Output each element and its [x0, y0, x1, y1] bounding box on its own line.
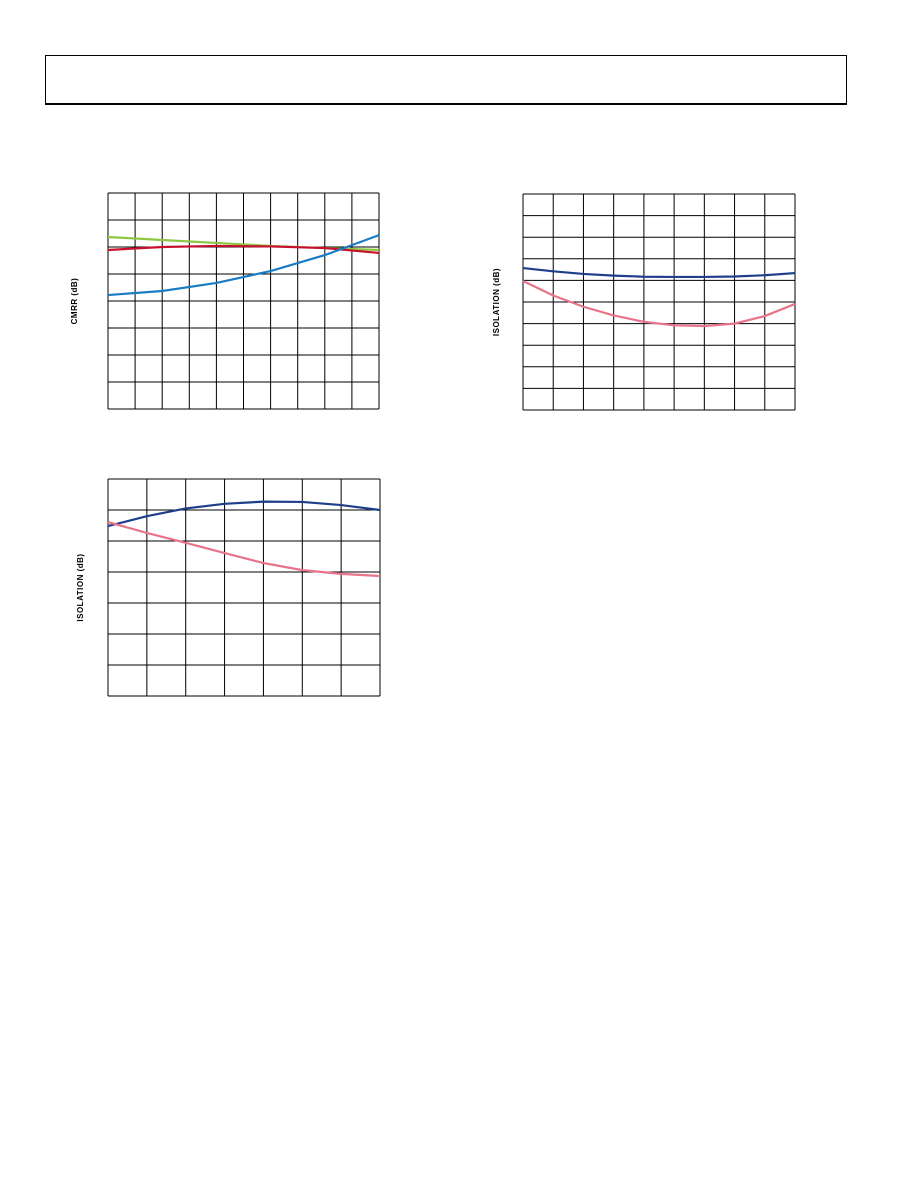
series-line	[522, 280, 796, 328]
header-box	[45, 55, 847, 105]
series-line	[107, 521, 381, 578]
series-line	[107, 244, 380, 255]
y-axis-label: ISOLATION (dB)	[76, 553, 85, 621]
y-axis-label: CMRR (dB)	[70, 278, 79, 325]
series-line	[522, 266, 796, 279]
series-line	[107, 234, 380, 297]
y-axis-label: ISOLATION (dB)	[492, 268, 501, 336]
series-line	[107, 500, 381, 528]
